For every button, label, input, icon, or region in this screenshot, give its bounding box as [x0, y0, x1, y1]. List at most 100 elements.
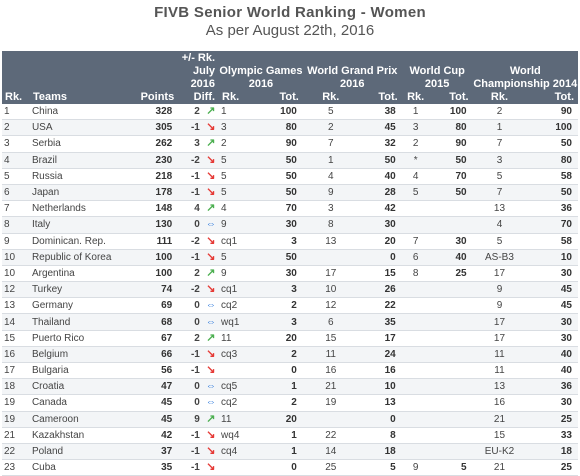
header-worldcup: World Cup 2015: [401, 51, 473, 91]
worldcup-rank-cell: 4: [401, 168, 430, 185]
page-title: FIVB Senior World Ranking - Women: [154, 4, 426, 21]
olympic-rank-cell: wq1: [219, 313, 260, 331]
points-cell: 218: [128, 168, 179, 185]
team-cell: Cuba: [29, 459, 129, 476]
team-cell: Canada: [29, 394, 129, 412]
table-row: 6 Japan 178 -1 ↘ 5 50 9 28 5 50 7 50: [2, 184, 578, 201]
points-cell: 66: [128, 346, 179, 363]
team-cell: Poland: [29, 443, 129, 460]
championship-rank-cell: 7: [472, 135, 527, 153]
worldcup-rank-cell: [401, 394, 430, 412]
worldcup-rank-cell: [401, 330, 430, 347]
diff-cell: -2: [178, 233, 202, 250]
arrow-up-icon: ↗: [206, 412, 216, 425]
points-cell: 56: [128, 362, 179, 379]
grandprix-rank-cell: 14: [302, 443, 359, 460]
olympic-total-cell: 50: [259, 168, 303, 185]
worldcup-total-cell: [429, 281, 473, 298]
worldcup-rank-cell: [401, 427, 430, 444]
table-row: 2 USA 305 -1 ↘ 3 80 2 45 3 80 1 100: [2, 119, 578, 136]
table-row: 15 Puerto Rico 67 2 ↗ 11 20 15 17 17 30: [2, 330, 578, 347]
grandprix-rank-cell: 16: [302, 362, 359, 379]
points-cell: 67: [128, 330, 179, 347]
olympic-rank-cell: cq2: [219, 394, 260, 412]
olympic-rank-cell: cq5: [219, 378, 260, 395]
header-grandprix: World Grand Prix 2016: [302, 51, 402, 91]
grandprix-total-cell: 28: [358, 184, 402, 201]
table-row: 19 Canada 45 0 ⇔ cq2 2 19 13 16 30: [2, 394, 578, 412]
arrow-down-icon: ↘: [206, 186, 216, 199]
rank-cell: 9: [2, 233, 30, 250]
diff-cell: -1: [178, 168, 202, 185]
grandprix-rank-cell: 10: [302, 281, 359, 298]
worldcup-rank-cell: *: [401, 152, 430, 169]
grandprix-total-cell: 5: [358, 459, 402, 476]
championship-total-cell: 30: [526, 265, 578, 282]
olympic-rank-cell: cq1: [219, 233, 260, 250]
championship-total-cell: 36: [526, 378, 578, 395]
points-cell: 130: [128, 216, 179, 233]
diff-cell: -1: [178, 362, 202, 379]
team-cell: Serbia: [29, 135, 129, 153]
rank-cell: 19: [2, 394, 30, 412]
table-row: 13 Germany 69 0 ⇔ cq2 2 12 22 9 45: [2, 297, 578, 314]
grandprix-total-cell: 0: [358, 249, 402, 266]
diff-cell: 4: [178, 200, 202, 217]
olympic-total-cell: 80: [259, 119, 303, 136]
diff-cell: -1: [178, 443, 202, 460]
table-row: 22 Poland 37 -1 ↘ cq4 1 14 18 EU-K2 18: [2, 443, 578, 460]
olympic-total-cell: 50: [259, 184, 303, 201]
olympic-total-cell: 1: [259, 378, 303, 395]
arrow-down-icon: ↘: [206, 121, 216, 134]
worldcup-rank-cell: [401, 216, 430, 233]
championship-rank-cell: 3: [472, 152, 527, 169]
rank-cell: 16: [2, 346, 30, 363]
olympic-total-cell: 0: [259, 459, 303, 476]
championship-total-cell: 58: [526, 168, 578, 185]
championship-rank-cell: 5: [472, 168, 527, 185]
points-cell: 69: [128, 297, 179, 314]
team-cell: Republic of Korea: [29, 249, 129, 266]
team-cell: China: [29, 104, 129, 120]
table-row: 16 Belgium 66 -1 ↘ cq3 2 11 24 11 40: [2, 346, 578, 363]
grandprix-total-cell: 40: [358, 168, 402, 185]
rank-cell: 13: [2, 297, 30, 314]
championship-rank-cell: 17: [472, 330, 527, 347]
header-og-rk: Rk.: [219, 91, 260, 104]
grandprix-rank-cell: 6: [302, 313, 359, 331]
diff-cell: -1: [178, 459, 202, 476]
arrow-both-icon: ⇔: [205, 316, 216, 328]
grandprix-rank-cell: 3: [302, 200, 359, 217]
table-row: 3 Serbia 262 3 ↗ 2 90 7 32 2 90 7 50: [2, 135, 578, 153]
grandprix-total-cell: 26: [358, 281, 402, 298]
olympic-rank-cell: [219, 459, 260, 476]
grandprix-rank-cell: 4: [302, 168, 359, 185]
grandprix-total-cell: 16: [358, 362, 402, 379]
championship-rank-cell: 13: [472, 200, 527, 217]
trend-cell: ↗: [201, 265, 220, 282]
worldcup-total-cell: 40: [429, 249, 473, 266]
championship-total-cell: 36: [526, 200, 578, 217]
worldcup-total-cell: [429, 394, 473, 412]
olympic-rank-cell: 2: [219, 135, 260, 153]
points-cell: 100: [128, 249, 179, 266]
olympic-total-cell: 0: [259, 362, 303, 379]
trend-cell: ↘: [201, 362, 220, 379]
team-cell: Argentina: [29, 265, 129, 282]
arrow-down-icon: ↘: [206, 347, 216, 360]
header-diff: Diff.: [178, 91, 220, 104]
diff-cell: 0: [178, 313, 202, 331]
olympic-rank-cell: 11: [219, 330, 260, 347]
grandprix-total-cell: 18: [358, 443, 402, 460]
trend-cell: ↗: [201, 411, 220, 428]
rank-cell: 2: [2, 119, 30, 136]
worldcup-rank-cell: [401, 411, 430, 428]
table-row: 18 Croatia 47 0 ⇔ cq5 1 21 10 13 36: [2, 378, 578, 395]
olympic-rank-cell: 5: [219, 168, 260, 185]
diff-cell: 3: [178, 135, 202, 153]
worldcup-total-cell: [429, 200, 473, 217]
arrow-down-icon: ↘: [206, 364, 216, 377]
table-row: 21 Kazakhstan 42 -1 ↘ wq4 1 22 8 15 33: [2, 427, 578, 444]
worldcup-total-cell: 50: [429, 152, 473, 169]
olympic-total-cell: 2: [259, 346, 303, 363]
